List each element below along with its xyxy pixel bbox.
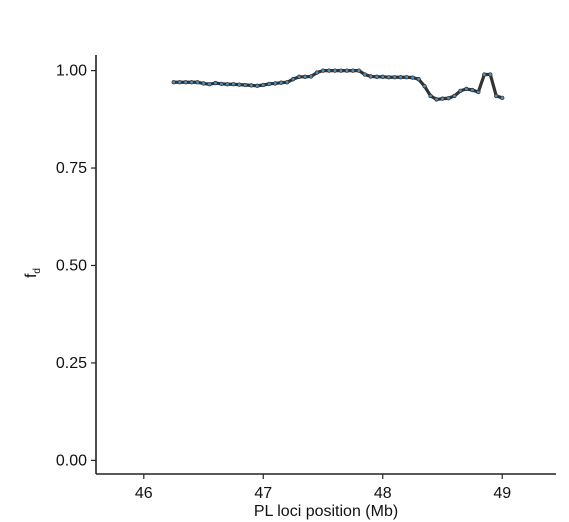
data-point [207, 82, 212, 87]
data-point [398, 75, 403, 80]
data-point [428, 93, 433, 99]
data-point [237, 82, 242, 87]
data-point [452, 93, 457, 99]
data-point [326, 68, 332, 73]
y-tick-label: 0.50 [56, 257, 87, 274]
data-point [267, 81, 272, 86]
data-point [494, 93, 499, 99]
y-tick-label: 1.00 [56, 63, 87, 80]
data-point [189, 80, 194, 85]
data-point [255, 83, 260, 88]
data-point [470, 87, 475, 93]
y-axis-label-main: f [23, 273, 40, 278]
data-point [231, 82, 236, 87]
data-point [171, 80, 176, 85]
axes [95, 55, 556, 475]
data-point [368, 74, 373, 79]
y-ticks: 0.00 0.25 0.50 0.75 1.00 [56, 63, 96, 469]
data-point [225, 82, 230, 87]
data-point [476, 89, 481, 95]
data-point [380, 74, 385, 79]
y-tick-label: 0.25 [56, 355, 87, 372]
data-point [296, 74, 302, 79]
x-tick-label: 49 [493, 485, 511, 502]
x-ticks: 46 47 48 49 [135, 474, 511, 502]
data-point [356, 68, 362, 73]
data-point [338, 68, 344, 73]
y-tick-label: 0.00 [56, 452, 87, 469]
data-point [410, 75, 415, 80]
data-point [422, 84, 427, 89]
data-point [386, 75, 391, 80]
data-point [350, 68, 356, 73]
x-tick-label: 48 [374, 485, 392, 502]
data-point [458, 88, 463, 94]
data-point [273, 81, 278, 86]
data-point [249, 83, 254, 88]
data-point [416, 77, 421, 82]
data-point [177, 80, 182, 85]
data-point [344, 68, 350, 73]
data-point [183, 80, 188, 85]
x-tick-label: 47 [254, 485, 272, 502]
y-tick-label: 0.75 [56, 160, 87, 177]
data-point [362, 72, 367, 77]
x-axis-label: PL loci position (Mb) [254, 503, 398, 520]
data-point [302, 74, 308, 79]
data-point [213, 80, 218, 86]
data-point [308, 74, 314, 79]
data-point [464, 86, 469, 92]
data-point [201, 81, 206, 86]
data-point [285, 80, 290, 85]
data-point [195, 80, 200, 85]
x-tick-label: 46 [135, 485, 153, 502]
data-point [482, 72, 487, 77]
data-point [374, 74, 379, 79]
data-point [279, 80, 284, 85]
y-axis-label-subscript: d [32, 268, 43, 274]
data-point [320, 68, 326, 73]
data-point [261, 82, 266, 88]
data-point [434, 97, 439, 102]
data-point [446, 96, 451, 101]
data-point [392, 75, 397, 80]
data-point [500, 95, 505, 101]
data-point [332, 68, 338, 73]
data-point [219, 81, 224, 86]
data-point [440, 96, 445, 101]
data-point [404, 75, 409, 80]
data-point [314, 70, 320, 75]
data-point [290, 77, 296, 82]
series-layer [171, 68, 505, 102]
y-axis-label: fd [23, 268, 43, 278]
data-point [488, 72, 493, 77]
data-point [243, 82, 248, 88]
